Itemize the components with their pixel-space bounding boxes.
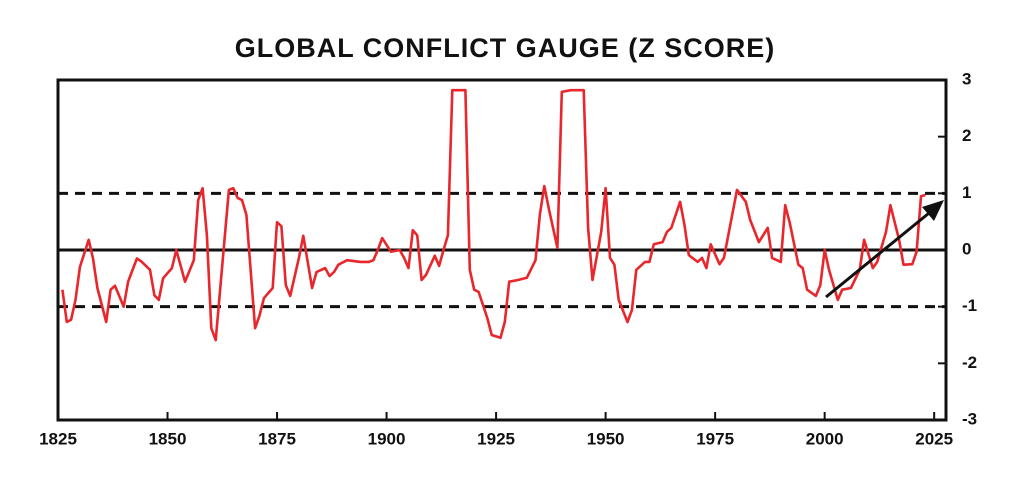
x-tick-label: 1875: [258, 429, 296, 448]
x-tick-label: 2000: [806, 429, 844, 448]
x-tick-label: 1825: [39, 429, 77, 448]
x-tick-label: 1850: [149, 429, 187, 448]
x-tick-label: 1900: [368, 429, 406, 448]
chart-title: GLOBAL CONFLICT GAUGE (Z SCORE): [235, 33, 775, 63]
y-tick-label: 0: [962, 239, 971, 258]
plot-frame: [56, 78, 948, 422]
x-tick-label: 1925: [477, 429, 515, 448]
y-tick-label: -2: [962, 353, 977, 372]
plot-area: -3 -2 -1 0 1 2 3 1825 1850 1875 1900 1925 1950 1975 20…: [39, 69, 977, 448]
y-tick-label: 2: [962, 126, 971, 145]
x-tick-label: 1950: [587, 429, 625, 448]
trend-arrow: [825, 207, 935, 299]
y-tick-label: 3: [962, 69, 971, 88]
y-tick-label: 1: [962, 183, 971, 202]
y-tick-label: -1: [962, 296, 977, 315]
x-tick-label: 1975: [696, 429, 734, 448]
arrow-head: [922, 200, 944, 221]
x-tick-label: 2025: [915, 429, 953, 448]
y-tick-label: -3: [962, 409, 977, 428]
data-line: [61, 88, 926, 342]
